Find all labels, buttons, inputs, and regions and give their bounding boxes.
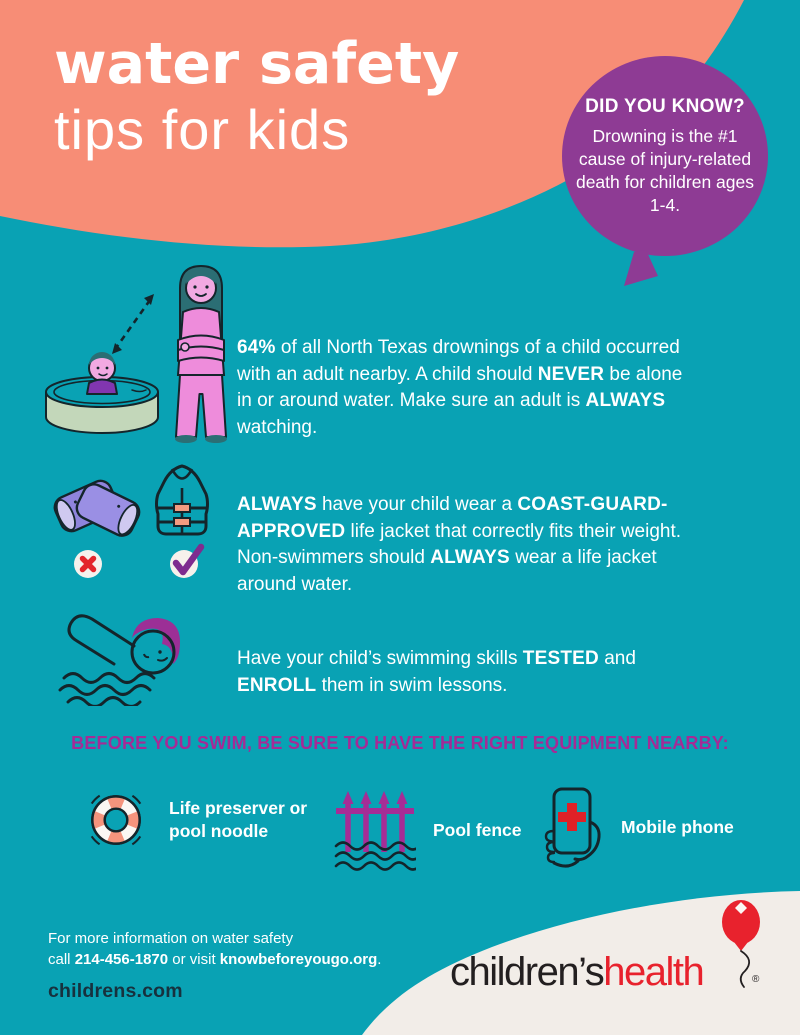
equipment-label: Mobile phone: [621, 816, 734, 837]
arm-floatie-right: [75, 483, 141, 537]
footer-info-line1: For more information on water safety: [48, 930, 294, 947]
tip-life-jacket-text: ALWAYS have your child wear a COAST-GUAR…: [237, 494, 682, 595]
equipment-item-life-preserver: Life preserver or pool noodle: [80, 784, 309, 856]
tip-swim-lessons-text: Have your child’s swimming skills TESTED…: [237, 648, 636, 696]
equipment-item-mobile-phone: Mobile phone: [538, 786, 734, 868]
title-line-2: tips for kids: [54, 98, 351, 161]
tip-supervision-text: 64% of all North Texas drownings of a ch…: [237, 337, 683, 438]
childrens-health-logo: children’shealth: [450, 950, 705, 994]
header-coral-curve: [0, 0, 744, 248]
equipment-label: Life preserver or pool noodle: [169, 798, 308, 841]
footer-info: For more information on water safety cal…: [48, 928, 381, 970]
logo-balloon-icon: [722, 900, 760, 988]
logo-health: health: [603, 950, 704, 994]
page-title: water safety tips for kids: [54, 36, 459, 158]
equipment-item-pool-fence: Pool fence: [334, 788, 522, 872]
did-you-know-balloon: DID YOU KNOW? Drowning is the #1 cause o…: [562, 56, 768, 256]
pool-fence-icon: [334, 791, 416, 871]
adult-supervision-illustration: [45, 264, 227, 443]
equipment-label: Pool fence: [433, 819, 522, 840]
footer-info-line2: call 214-456-1870 or visit knowbeforeyou…: [48, 951, 382, 968]
life-jacket: [155, 464, 209, 536]
life-jacket-comparison-icon: [53, 464, 209, 578]
footer-curve: [362, 891, 800, 1035]
life-preserver-icon: [85, 789, 147, 851]
logo-childrens: children’s: [450, 950, 605, 994]
equipment-heading: BEFORE YOU SWIM, BE SURE TO HAVE THE RIG…: [71, 733, 729, 753]
title-line-1: water safety: [54, 31, 460, 97]
balloon-tie-icon: [624, 250, 658, 286]
balloon-heading: DID YOU KNOW?: [585, 95, 745, 117]
balloon-body: Drowning is the #1 cause of injury-relat…: [575, 125, 755, 215]
logo-registered-mark: ®: [752, 974, 760, 985]
mobile-phone-icon: [544, 787, 601, 868]
swimmer-icon: [58, 614, 180, 706]
footer-website: childrens.com: [48, 980, 183, 1002]
